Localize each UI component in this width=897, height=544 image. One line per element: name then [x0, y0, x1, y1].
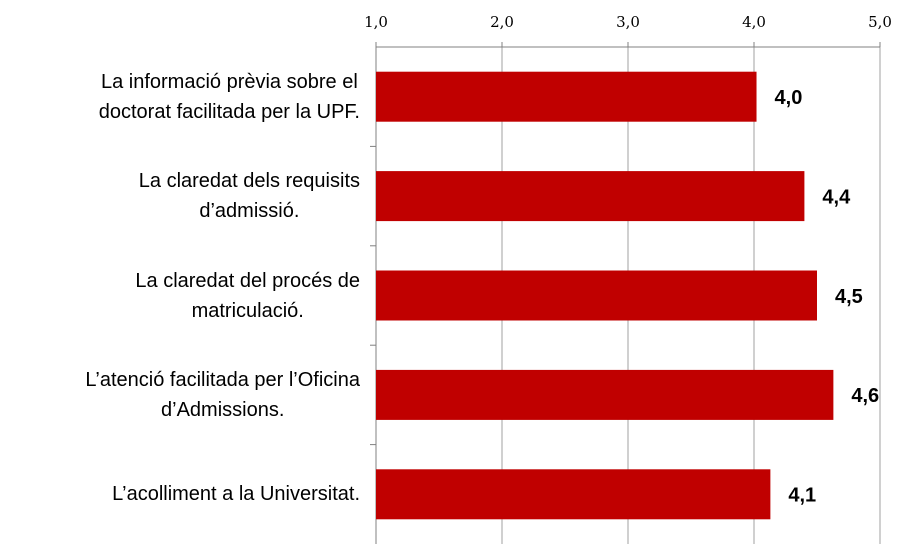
category-label: La claredat dels requisits d’admissió. [139, 166, 360, 226]
category-label: L’atenció facilitada per l’Oficina d’Adm… [85, 365, 360, 425]
x-tick-label: 3,0 [616, 13, 640, 31]
bar [376, 71, 757, 122]
value-label: 4,4 [822, 186, 851, 208]
value-label: 4,0 [775, 87, 803, 109]
value-label: 4,6 [851, 385, 879, 407]
x-tick-label: 2,0 [490, 13, 514, 31]
x-tick-label: 1,0 [364, 13, 388, 31]
category-text: L’atenció facilitada per l’Oficina d’Adm… [85, 368, 360, 421]
category-label: La informació prèvia sobre el doctorat f… [99, 67, 360, 127]
bar [376, 171, 805, 222]
value-label: 4,1 [788, 485, 816, 507]
value-label: 4,5 [835, 286, 863, 308]
x-tick-label: 5,0 [868, 13, 892, 31]
bar [376, 369, 834, 420]
category-text: L’acolliment a la Universitat. [112, 483, 360, 506]
category-text: La claredat del procés de matriculació. [135, 269, 360, 322]
bar [376, 270, 817, 321]
category-text: La informació prèvia sobre el doctorat f… [98, 70, 360, 123]
category-label: La claredat del procés de matriculació. [135, 266, 360, 326]
category-label: L’acolliment a la Universitat. [112, 479, 360, 509]
x-tick-label: 4,0 [742, 13, 766, 31]
category-text: La claredat dels requisits d’admissió. [138, 170, 360, 223]
bar [376, 469, 771, 520]
